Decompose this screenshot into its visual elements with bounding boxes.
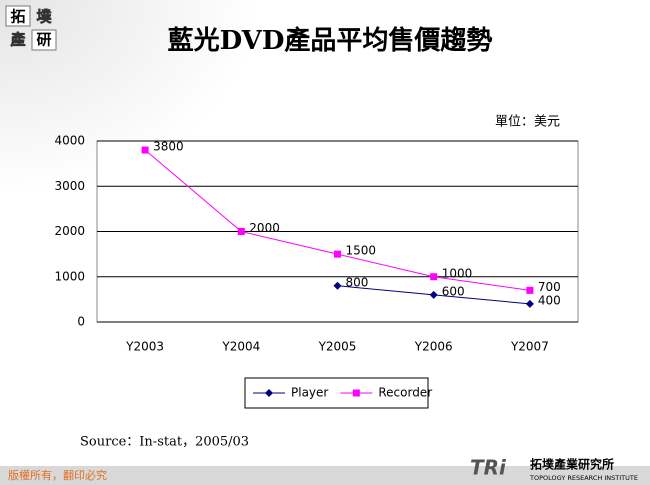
y-tick-label: 3000	[54, 179, 85, 193]
x-tick-label: Y2004	[221, 340, 260, 354]
marker	[525, 299, 534, 308]
marker	[430, 273, 438, 281]
marker	[429, 290, 438, 299]
x-tick-label: Y2007	[510, 340, 549, 354]
data-label: 400	[538, 293, 561, 307]
y-tick-label: 2000	[54, 224, 85, 238]
data-label: 1500	[346, 244, 377, 258]
marker	[141, 146, 149, 154]
chart-title: 藍光DVD產品平均售價趨勢	[168, 25, 493, 56]
marker	[265, 389, 273, 397]
institute: 拓墣產業研究所	[530, 457, 614, 472]
footer-bar	[0, 466, 650, 485]
logo-char: 產	[9, 31, 25, 49]
logo-box	[5, 5, 31, 27]
y-tick-label: 4000	[54, 134, 85, 148]
logo-box	[31, 29, 57, 51]
unit-note: 單位：美元	[495, 115, 560, 130]
data-label: 700	[538, 280, 561, 294]
marker	[237, 228, 245, 235]
logo-char: 拓	[10, 8, 25, 26]
x-tick-label: Y2005	[318, 340, 357, 354]
data-label: 800	[346, 275, 369, 289]
x-tick-label: Y2006	[414, 340, 453, 354]
marker	[333, 281, 342, 290]
marker	[352, 389, 360, 397]
footer-logo: TRi	[470, 456, 507, 480]
legend-label: Player	[291, 386, 328, 400]
institute-en: TOPOLOGY RESEARCH INSTITUTE	[529, 474, 638, 482]
source: Source：In-stat，2005/03	[80, 435, 249, 450]
data-label: 600	[442, 284, 465, 298]
marker	[334, 250, 341, 258]
legend-label: Recorder	[378, 386, 432, 400]
logo-char: 研	[36, 31, 51, 49]
data-label: 3800	[153, 140, 184, 154]
marker	[526, 286, 534, 294]
y-tick-label: 0	[77, 315, 85, 329]
copyright: 版權所有，翻印必究	[8, 468, 107, 482]
y-tick-label: 1000	[54, 269, 85, 283]
x-tick-label: Y2003	[125, 340, 164, 354]
logo-char: 墣	[36, 8, 51, 26]
data-label: 1000	[442, 266, 473, 280]
data-label: 2000	[249, 221, 280, 235]
